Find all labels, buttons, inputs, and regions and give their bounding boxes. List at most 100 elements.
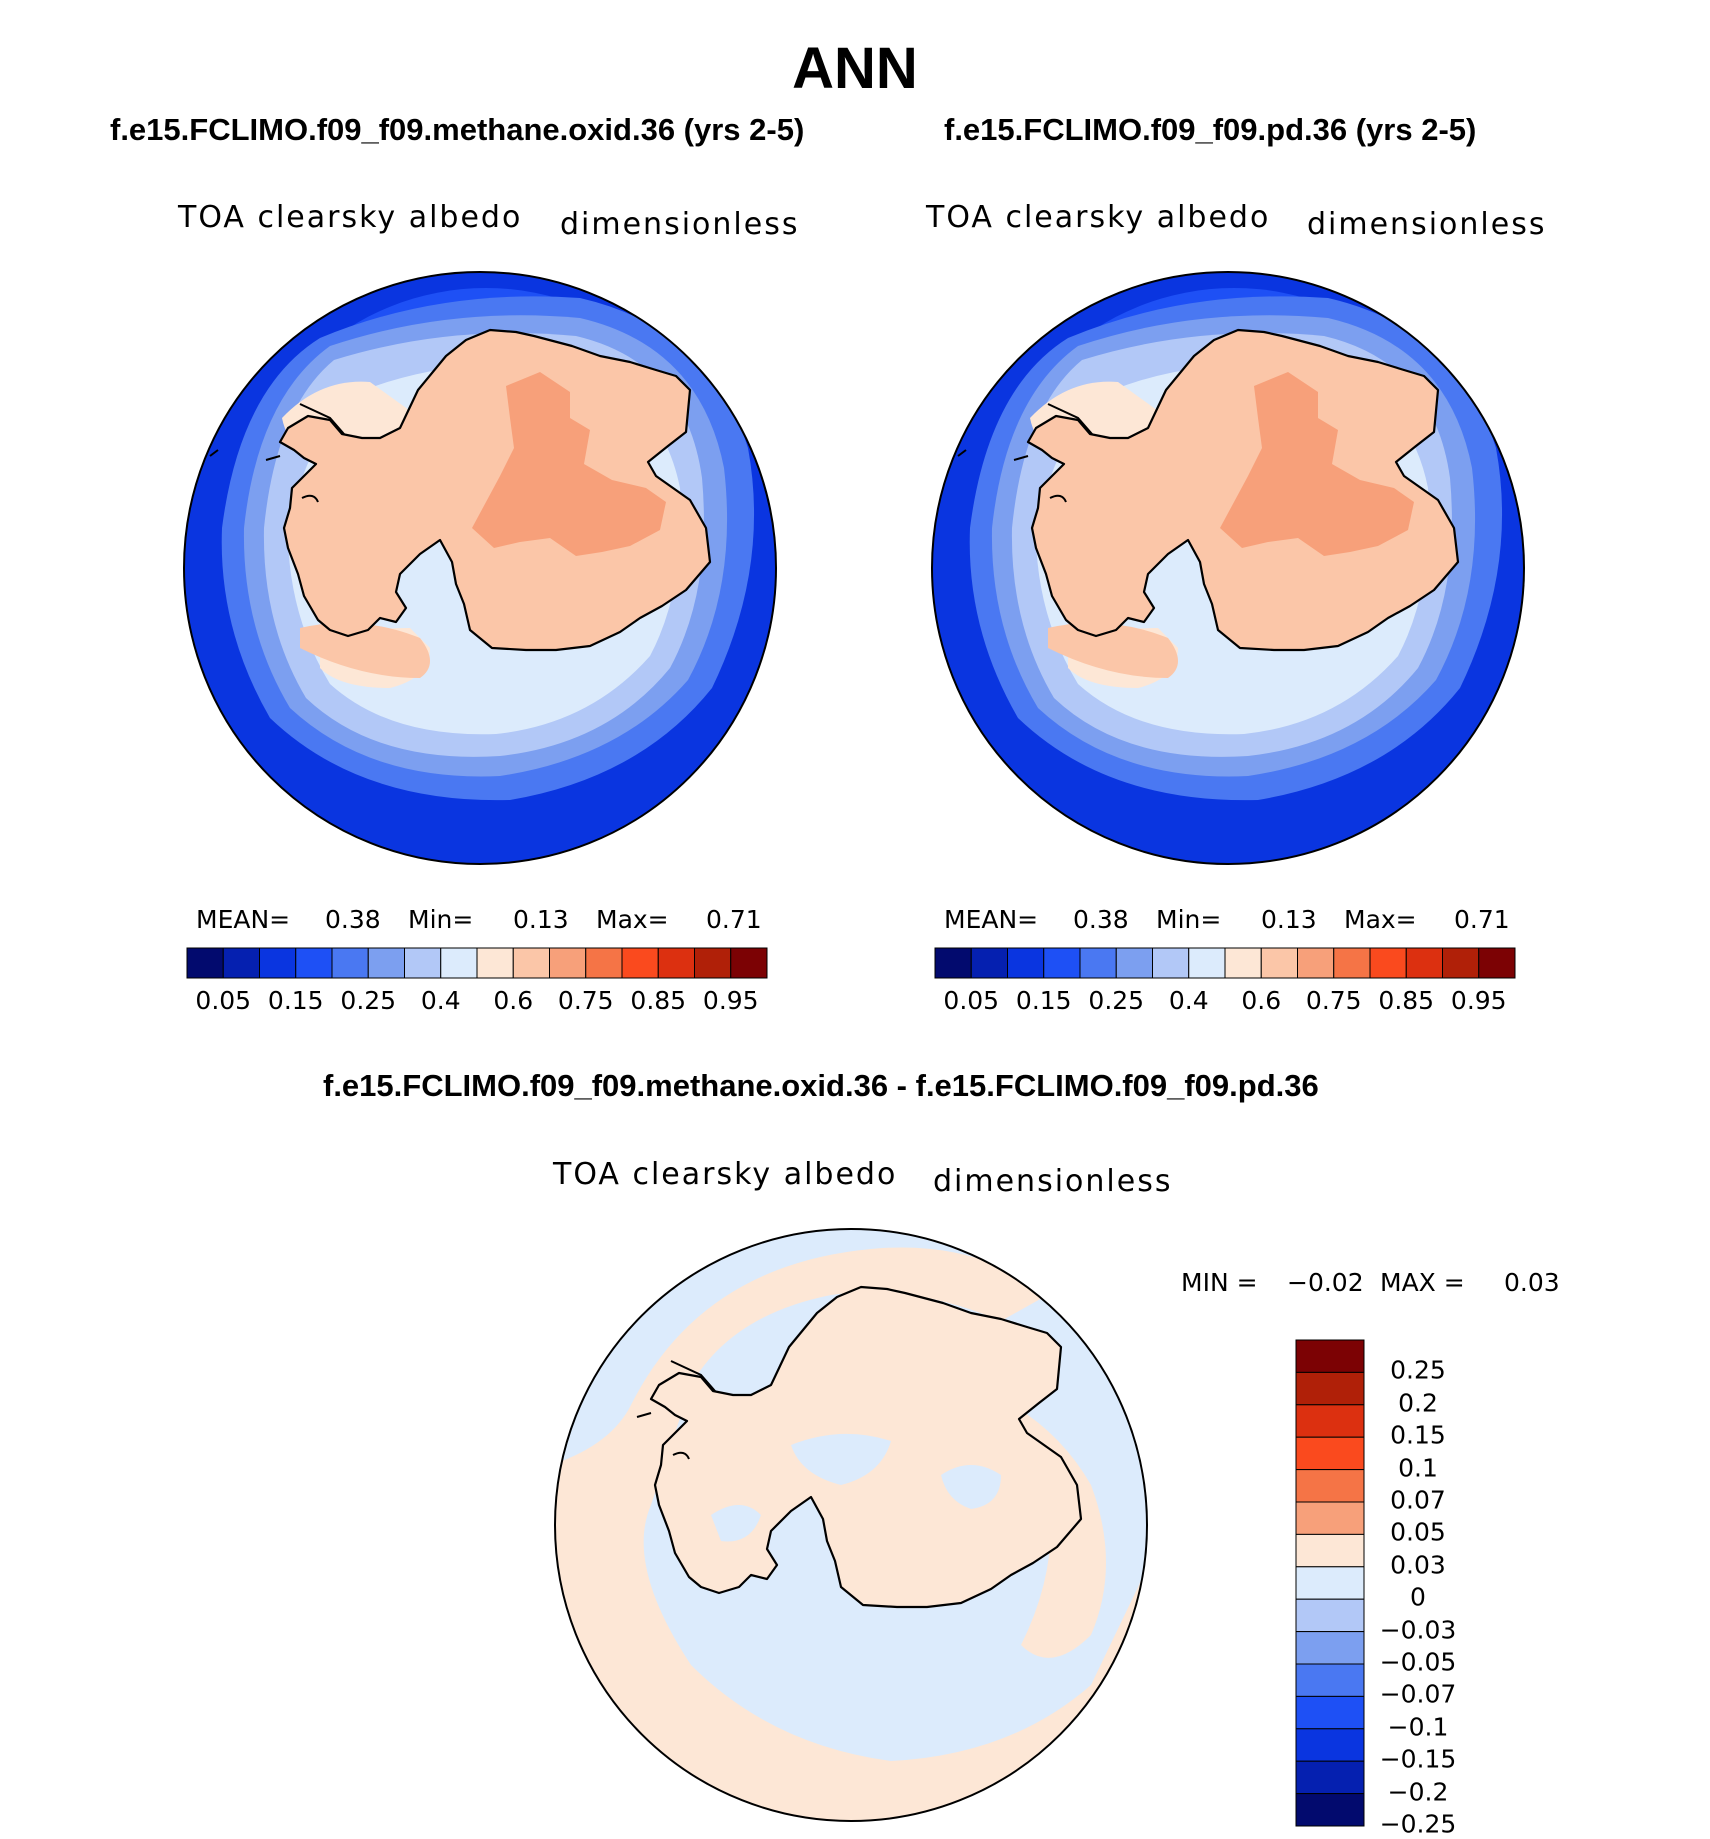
panel-1-map bbox=[183, 271, 777, 865]
colorbar-swatch bbox=[404, 947, 442, 979]
colorbar-swatch bbox=[1224, 947, 1262, 979]
colorbar-swatch bbox=[730, 947, 768, 979]
colorbar-swatch bbox=[585, 947, 623, 979]
colorbar-tick-label: 0.95 bbox=[702, 986, 759, 1015]
colorbar-swatch bbox=[367, 947, 405, 979]
colorbar-tick-label: 0.75 bbox=[557, 986, 614, 1015]
colorbar-swatch bbox=[1295, 1598, 1365, 1633]
panel-1-units-label: dimensionless bbox=[560, 207, 800, 242]
colorbar-swatch bbox=[1295, 1339, 1365, 1373]
colorbar-tick-label: −0.2 bbox=[1387, 1777, 1449, 1807]
colorbar-tick-label: −0.1 bbox=[1387, 1712, 1449, 1742]
colorbar-tick-label: −0.05 bbox=[1379, 1647, 1457, 1677]
diff-map bbox=[554, 1228, 1148, 1822]
colorbar-swatch bbox=[934, 947, 972, 979]
panel-1-mean-value: 0.38 bbox=[325, 905, 381, 934]
colorbar-tick-label: 0.25 bbox=[1390, 1355, 1446, 1385]
colorbar-tick-label: 0.1 bbox=[1398, 1453, 1438, 1483]
colorbar-tick-label: 0.6 bbox=[1241, 986, 1282, 1015]
colorbar-swatch bbox=[1115, 947, 1153, 979]
colorbar-tick-label: 0.15 bbox=[1015, 986, 1072, 1015]
colorbar-swatch bbox=[1007, 947, 1045, 979]
panel-2-colorbar-labels: 0.05 0.15 0.25 0.4 0.6 0.75 0.85 0.95 bbox=[935, 986, 1515, 1016]
colorbar-swatch bbox=[1295, 1728, 1365, 1762]
panel-1-min-label: Min= bbox=[408, 905, 474, 934]
colorbar-swatch bbox=[1295, 1631, 1365, 1665]
panel-2-max-value: 0.71 bbox=[1454, 905, 1510, 934]
colorbar-tick-label: −0.07 bbox=[1379, 1679, 1457, 1709]
colorbar-tick-label: −0.03 bbox=[1379, 1615, 1457, 1645]
colorbar-swatch bbox=[1442, 947, 1480, 979]
colorbar-swatch bbox=[1295, 1436, 1365, 1471]
diff-max-value: 0.03 bbox=[1504, 1268, 1560, 1297]
panel-1-variable-label: TOA clearsky albedo bbox=[178, 200, 523, 235]
colorbar-swatch bbox=[440, 947, 478, 979]
diff-min-value: −0.02 bbox=[1287, 1268, 1364, 1297]
diff-min-label: MIN = bbox=[1181, 1268, 1258, 1297]
colorbar-swatch bbox=[1333, 947, 1371, 979]
colorbar-swatch bbox=[1188, 947, 1226, 979]
panel-2-min-label: Min= bbox=[1156, 905, 1222, 934]
colorbar-tick-label: 0.85 bbox=[630, 986, 687, 1015]
colorbar-swatch bbox=[1295, 1663, 1365, 1697]
colorbar-swatch bbox=[1295, 1760, 1365, 1795]
panel-1-min-value: 0.13 bbox=[513, 905, 569, 934]
diff-colorbar bbox=[1295, 1339, 1365, 1827]
colorbar-tick-label: 0.05 bbox=[1390, 1517, 1446, 1547]
colorbar-tick-label: 0.07 bbox=[1390, 1485, 1446, 1515]
panel-1-colorbar bbox=[186, 947, 768, 979]
colorbar-tick-label: −0.25 bbox=[1379, 1809, 1457, 1839]
colorbar-swatch bbox=[1295, 1501, 1365, 1535]
colorbar-swatch bbox=[1043, 947, 1081, 979]
colorbar-swatch bbox=[1295, 1469, 1365, 1503]
panel-2-mean-label: MEAN= bbox=[944, 905, 1039, 934]
colorbar-swatch bbox=[970, 947, 1008, 979]
panel-2-map bbox=[931, 271, 1525, 865]
colorbar-swatch bbox=[259, 947, 297, 979]
colorbar-tick-label: 0.2 bbox=[1398, 1388, 1438, 1418]
colorbar-swatch bbox=[186, 947, 224, 979]
panel-1-max-value: 0.71 bbox=[706, 905, 762, 934]
colorbar-tick-label: 0.4 bbox=[1168, 986, 1209, 1015]
colorbar-swatch bbox=[1260, 947, 1298, 979]
panel-2-case-title: f.e15.FCLIMO.f09_f09.pd.36 (yrs 2-5) bbox=[944, 112, 1477, 147]
panel-1-max-label: Max= bbox=[596, 905, 669, 934]
colorbar-swatch bbox=[549, 947, 587, 979]
diff-variable-label: TOA clearsky albedo bbox=[553, 1157, 898, 1192]
colorbar-tick-label: 0.15 bbox=[1390, 1420, 1446, 1450]
colorbar-tick-label: 0.03 bbox=[1390, 1550, 1446, 1580]
panel-1-case-title: f.e15.FCLIMO.f09_f09.methane.oxid.36 (yr… bbox=[110, 112, 805, 147]
colorbar-swatch bbox=[1079, 947, 1117, 979]
colorbar-tick-label: 0.25 bbox=[1088, 986, 1145, 1015]
panel-1-mean-label: MEAN= bbox=[196, 905, 291, 934]
colorbar-swatch bbox=[1295, 1793, 1365, 1827]
colorbar-swatch bbox=[476, 947, 514, 979]
colorbar-tick-label: 0.85 bbox=[1378, 986, 1435, 1015]
colorbar-swatch bbox=[1295, 1566, 1365, 1600]
page-title: ANN bbox=[792, 36, 918, 101]
colorbar-swatch bbox=[1295, 1533, 1365, 1568]
colorbar-swatch bbox=[512, 947, 550, 979]
colorbar-tick-label: 0 bbox=[1410, 1582, 1426, 1612]
diff-colorbar-labels: 0.25 0.2 0.15 0.1 0.07 0.05 0.03 0 −0.03 −0.05 −0.… bbox=[1372, 1340, 1492, 1839]
colorbar-tick-label: 0.15 bbox=[267, 986, 324, 1015]
colorbar-swatch bbox=[1405, 947, 1443, 979]
diff-case-title: f.e15.FCLIMO.f09_f09.methane.oxid.36 - f… bbox=[323, 1068, 1319, 1103]
diff-units-label: dimensionless bbox=[933, 1164, 1173, 1199]
colorbar-tick-label: 0.05 bbox=[943, 986, 1000, 1015]
colorbar-tick-label: −0.15 bbox=[1379, 1744, 1457, 1774]
colorbar-swatch bbox=[621, 947, 659, 979]
colorbar-swatch bbox=[295, 947, 333, 979]
diff-max-label: MAX = bbox=[1380, 1268, 1465, 1297]
colorbar-swatch bbox=[694, 947, 732, 979]
panel-2-max-label: Max= bbox=[1344, 905, 1417, 934]
colorbar-tick-label: 0.75 bbox=[1305, 986, 1362, 1015]
panel-2-min-value: 0.13 bbox=[1261, 905, 1317, 934]
colorbar-tick-label: 0.95 bbox=[1450, 986, 1507, 1015]
panel-2-units-label: dimensionless bbox=[1307, 207, 1547, 242]
panel-2-mean-value: 0.38 bbox=[1073, 905, 1129, 934]
colorbar-swatch bbox=[1295, 1695, 1365, 1730]
colorbar-swatch bbox=[1478, 947, 1516, 979]
colorbar-swatch bbox=[1152, 947, 1190, 979]
panel-2-colorbar bbox=[934, 947, 1516, 979]
